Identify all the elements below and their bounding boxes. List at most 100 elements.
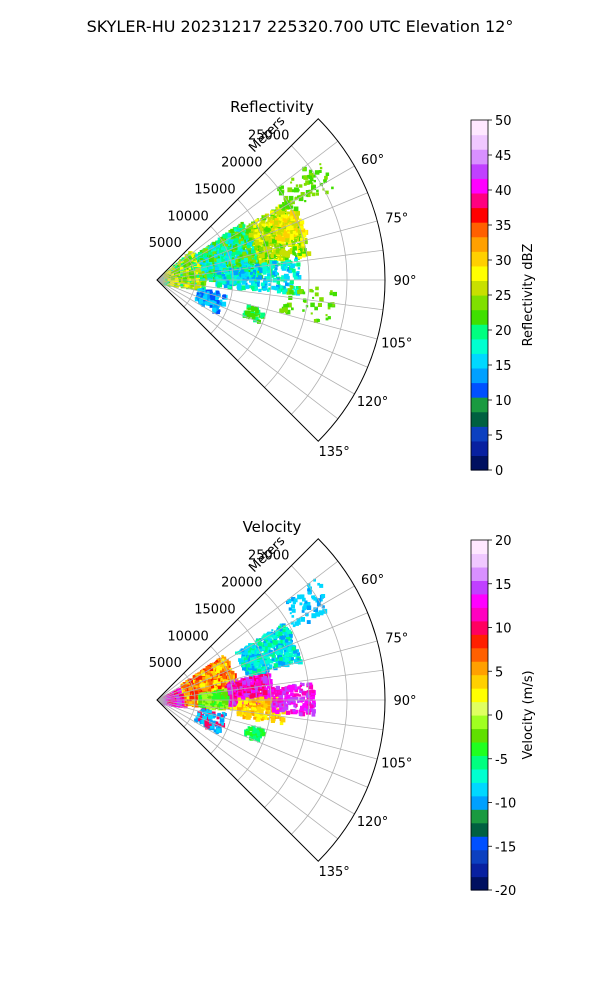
echo-gate [298,251,303,256]
echo-gate [205,252,208,256]
echo-gate [203,254,208,258]
echo-gate [188,251,192,255]
azimuth-gridline [156,249,384,281]
echo-gate [259,228,264,232]
echo-gate [235,275,239,278]
echo-gate [216,240,220,243]
echo-gate [263,241,269,247]
echo-gate [302,298,307,302]
echo-gate [217,294,221,298]
echo-gate [210,248,214,252]
echo-gate [257,223,261,228]
echo-gate [251,284,254,287]
echo-gate [256,277,259,281]
echo-gate [297,189,300,192]
echo-gate [293,275,298,280]
echo-gate [327,306,331,310]
echo-gate [287,266,290,270]
echo-gate [287,187,293,193]
echo-gate [287,229,290,233]
echo-gate [269,263,273,268]
echo-gate [215,276,219,280]
echo-gate [283,273,289,279]
echo-gate [227,233,232,237]
echo-gate [267,279,271,283]
colorbar-swatch [471,222,488,238]
echo-gate [235,250,240,255]
echo-gate [260,315,263,319]
echo-gate [290,230,294,234]
echo-gate [281,275,286,280]
echo-gate [254,228,258,232]
echo-gate [231,257,235,260]
echo-gate [237,258,241,262]
echo-gate [274,218,279,222]
echo-gate [220,299,223,302]
echo-gate [248,223,251,226]
echo-gate [262,287,266,291]
echo-gate [223,250,228,255]
echo-gate [217,256,220,260]
echo-gate [228,239,233,244]
echo-gate [250,254,255,258]
echo-gate [301,243,305,247]
echo-gate [219,302,222,306]
radial-tick-label: 10000 [167,209,208,224]
echo-gate [212,241,217,246]
echo-gate [259,225,263,229]
echo-gate [260,312,266,318]
echo-field [157,578,328,743]
echo-gate [193,255,197,258]
panel-title: Reflectivity [230,98,314,116]
echo-gate [216,290,220,294]
echo-gate [300,192,305,197]
echo-gate [200,262,203,265]
echo-gate [281,225,284,228]
echo-gate [242,313,247,318]
echo-gate [300,237,305,243]
echo-gate [289,248,293,251]
echo-gate [313,179,316,183]
echo-gate [275,243,279,247]
echo-gate [265,285,268,288]
echo-gate [284,209,287,213]
echo-gate [296,275,302,280]
echo-gate [274,228,278,232]
echo-gate [254,306,258,311]
echo-gate [246,239,249,242]
echo-gate [210,295,216,301]
echo-gate [279,228,284,233]
radial-tick-label: 20000 [221,156,262,171]
echo-gate [312,296,315,299]
echo-gate [234,231,239,236]
echo-gate [208,263,212,266]
colorbar-tick-label: 50 [495,114,512,129]
colorbar-swatch [471,295,488,311]
echo-gate [226,274,231,280]
echo-gate [285,200,290,206]
echo-gate [210,275,213,279]
echo-gate [295,220,298,223]
echo-gate [283,307,288,313]
echo-gate [293,206,299,212]
echo-gate [180,264,185,269]
echo-gate [212,307,217,312]
echo-gate [230,228,235,234]
echo-gate [180,283,183,287]
echo-gate [245,284,250,289]
echo-gate [217,282,223,288]
echo-gate [298,196,304,202]
echo-gate [224,272,227,275]
echo-gate [248,232,254,238]
echo-gate [190,270,194,274]
echo-gate [237,286,242,291]
echo-gate [239,254,243,259]
echo-gate [269,230,273,234]
echo-gate [177,263,183,269]
echo-gate [244,249,248,253]
echo-gate [276,224,282,230]
echo-gate [301,241,305,245]
colorbar-swatch [471,353,488,369]
echo-gate [231,252,236,257]
echo-gate [207,294,212,299]
